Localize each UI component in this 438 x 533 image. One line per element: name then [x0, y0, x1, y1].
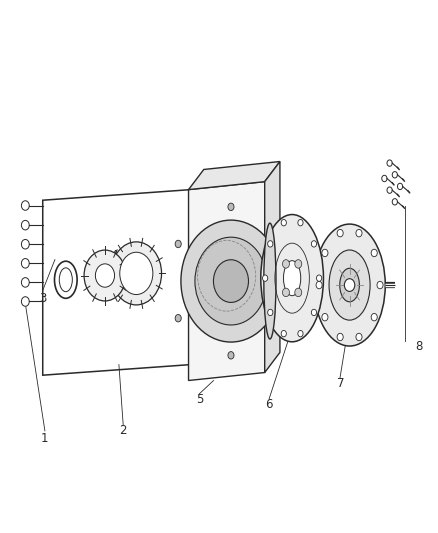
Polygon shape — [265, 161, 280, 373]
Circle shape — [21, 239, 29, 249]
Text: 5: 5 — [196, 393, 203, 406]
Polygon shape — [188, 182, 265, 381]
Ellipse shape — [329, 250, 370, 320]
Circle shape — [392, 199, 397, 205]
Circle shape — [337, 229, 343, 237]
Text: 1: 1 — [41, 432, 49, 446]
Circle shape — [311, 309, 317, 316]
Text: 4: 4 — [111, 249, 118, 262]
Ellipse shape — [261, 215, 323, 342]
Text: 2: 2 — [120, 424, 127, 438]
Circle shape — [213, 260, 248, 302]
Circle shape — [84, 250, 126, 301]
Circle shape — [387, 187, 392, 193]
Circle shape — [195, 237, 267, 325]
Circle shape — [283, 260, 290, 268]
Circle shape — [268, 309, 273, 316]
Circle shape — [392, 172, 397, 178]
Text: 3: 3 — [39, 292, 46, 305]
Circle shape — [371, 249, 377, 257]
Text: 7: 7 — [337, 377, 345, 390]
Circle shape — [95, 264, 115, 287]
Ellipse shape — [264, 223, 276, 339]
Circle shape — [181, 220, 281, 342]
Circle shape — [316, 281, 322, 289]
Circle shape — [175, 240, 181, 248]
Text: 8: 8 — [416, 340, 423, 352]
Ellipse shape — [340, 268, 360, 302]
Circle shape — [317, 275, 322, 281]
Circle shape — [397, 183, 403, 190]
Circle shape — [344, 279, 355, 292]
Circle shape — [283, 288, 290, 297]
Circle shape — [322, 313, 328, 321]
Circle shape — [281, 314, 287, 322]
Circle shape — [298, 220, 303, 226]
Ellipse shape — [283, 261, 301, 296]
Polygon shape — [188, 161, 280, 190]
Circle shape — [175, 314, 181, 322]
Circle shape — [337, 333, 343, 341]
Circle shape — [356, 229, 362, 237]
Ellipse shape — [314, 224, 385, 346]
Circle shape — [382, 175, 387, 182]
Circle shape — [21, 297, 29, 306]
Circle shape — [295, 260, 302, 268]
Circle shape — [322, 249, 328, 257]
Circle shape — [228, 203, 234, 211]
Circle shape — [295, 288, 302, 297]
Circle shape — [281, 240, 287, 248]
Circle shape — [21, 259, 29, 268]
Circle shape — [21, 278, 29, 287]
Circle shape — [377, 281, 383, 289]
Circle shape — [262, 275, 268, 281]
Ellipse shape — [120, 252, 153, 295]
Text: 6: 6 — [265, 398, 273, 411]
Circle shape — [298, 330, 303, 337]
Circle shape — [268, 241, 273, 247]
Circle shape — [356, 333, 362, 341]
Circle shape — [387, 160, 392, 166]
Circle shape — [281, 330, 286, 337]
Circle shape — [21, 220, 29, 230]
Circle shape — [371, 313, 377, 321]
Circle shape — [228, 352, 234, 359]
Circle shape — [281, 220, 286, 226]
Circle shape — [311, 241, 317, 247]
Ellipse shape — [111, 242, 162, 305]
Circle shape — [21, 201, 29, 211]
